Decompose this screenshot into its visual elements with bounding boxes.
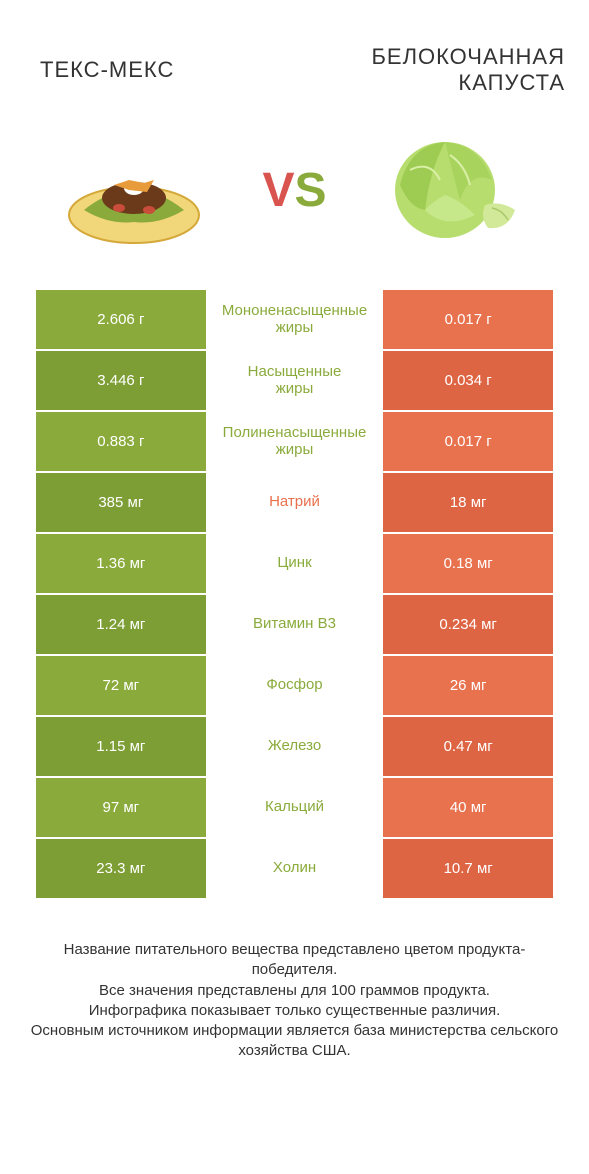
table-row: 2.606 гМононенасыщенные жиры0.017 г [36, 290, 553, 349]
header: ТЕКС-МЕКС БЕЛОКОЧАННАЯ КАПУСТА [0, 0, 589, 110]
left-value: 97 мг [36, 778, 206, 837]
cabbage-image [375, 125, 535, 255]
nutrient-label: Холин [206, 839, 384, 898]
right-value: 0.18 мг [383, 534, 553, 593]
nutrient-label: Натрий [206, 473, 384, 532]
left-value: 1.15 мг [36, 717, 206, 776]
title-right: БЕЛОКОЧАННАЯ КАПУСТА [371, 44, 569, 96]
vs-s: S [294, 164, 326, 217]
right-value: 18 мг [383, 473, 553, 532]
taco-icon [59, 130, 209, 250]
nutrient-label: Витамин B3 [206, 595, 384, 654]
title-left: ТЕКС-МЕКС [20, 57, 174, 83]
left-value: 1.24 мг [36, 595, 206, 654]
table-row: 97 мгКальций40 мг [36, 778, 553, 837]
nutrient-label: Железо [206, 717, 384, 776]
vs-v: V [262, 164, 294, 217]
left-value: 2.606 г [36, 290, 206, 349]
footer-line: Все значения представлены для 100 граммо… [30, 981, 559, 1001]
nutrient-label: Насыщенные жиры [206, 351, 384, 410]
left-value: 385 мг [36, 473, 206, 532]
table-row: 385 мгНатрий18 мг [36, 473, 553, 532]
left-value: 3.446 г [36, 351, 206, 410]
comparison-table: 2.606 гМононенасыщенные жиры0.017 г3.446… [0, 290, 589, 898]
nutrient-label: Кальций [206, 778, 384, 837]
footer-line: Название питательного вещества представл… [30, 940, 559, 981]
footer-notes: Название питательного вещества представл… [0, 900, 589, 1062]
right-value: 0.017 г [383, 412, 553, 471]
right-value: 0.034 г [383, 351, 553, 410]
left-value: 72 мг [36, 656, 206, 715]
right-value: 0.017 г [383, 290, 553, 349]
cabbage-icon [380, 130, 530, 250]
right-value: 26 мг [383, 656, 553, 715]
nutrient-label: Мононенасыщенные жиры [206, 290, 384, 349]
footer-line: Инфографика показывает только существенн… [30, 1001, 559, 1021]
table-row: 72 мгФосфор26 мг [36, 656, 553, 715]
right-value: 40 мг [383, 778, 553, 837]
nutrient-label: Фосфор [206, 656, 384, 715]
table-row: 1.36 мгЦинк0.18 мг [36, 534, 553, 593]
texmex-image [54, 125, 214, 255]
nutrient-label: Полиненасыщенные жиры [206, 412, 384, 471]
table-row: 23.3 мгХолин10.7 мг [36, 839, 553, 898]
table-row: 1.24 мгВитамин B30.234 мг [36, 595, 553, 654]
left-value: 1.36 мг [36, 534, 206, 593]
vs-label: VS [262, 163, 326, 218]
table-row: 1.15 мгЖелезо0.47 мг [36, 717, 553, 776]
table-row: 3.446 гНасыщенные жиры0.034 г [36, 351, 553, 410]
images-row: VS [0, 110, 589, 290]
table-row: 0.883 гПолиненасыщенные жиры0.017 г [36, 412, 553, 471]
right-value: 0.47 мг [383, 717, 553, 776]
footer-line: Основным источником информации является … [30, 1021, 559, 1062]
left-value: 23.3 мг [36, 839, 206, 898]
right-value: 0.234 мг [383, 595, 553, 654]
right-value: 10.7 мг [383, 839, 553, 898]
left-value: 0.883 г [36, 412, 206, 471]
nutrient-label: Цинк [206, 534, 384, 593]
